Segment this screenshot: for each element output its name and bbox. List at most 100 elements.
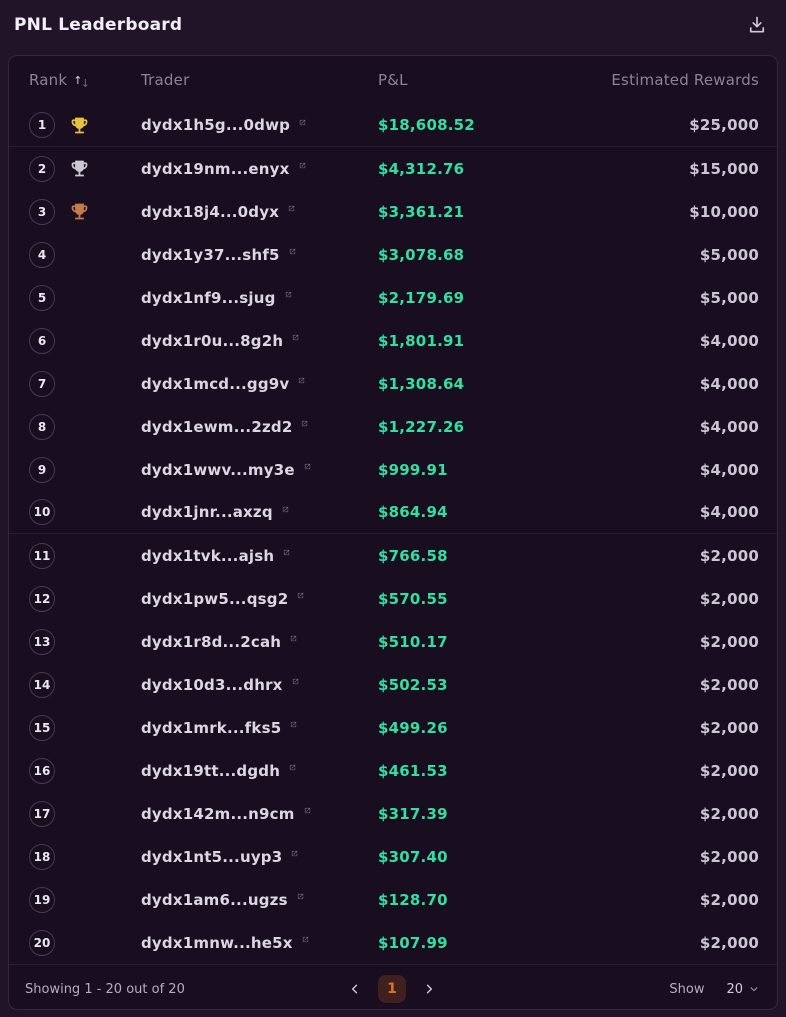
trader-address: dydx1y37...shf5 xyxy=(141,245,280,264)
trader-address: dydx1nf9...sjug xyxy=(141,288,276,307)
external-link-icon[interactable] xyxy=(282,506,295,519)
table-row: 13 dydx1r8d...2cah $510.17 $2,000 xyxy=(9,620,777,663)
rank-cell: 13 xyxy=(29,628,141,655)
reward-value: $25,000 xyxy=(689,116,759,134)
rank-number: 15 xyxy=(33,720,51,735)
table-row: 5 dydx1nf9...sjug $2,179.69 $5,000 xyxy=(9,276,777,319)
external-link-icon[interactable] xyxy=(289,764,302,777)
external-link-icon[interactable] xyxy=(301,420,314,433)
rank-cell: 5 xyxy=(29,284,141,311)
trader-cell[interactable]: dydx10d3...dhrx xyxy=(141,676,378,694)
trader-cell[interactable]: dydx1jnr...axzq xyxy=(141,503,378,521)
pnl-value: $317.39 xyxy=(378,804,448,823)
trader-cell[interactable]: dydx1y37...shf5 xyxy=(141,246,378,264)
external-link-icon[interactable] xyxy=(304,807,317,820)
trader-cell[interactable]: dydx142m...n9cm xyxy=(141,805,378,823)
rank-cell: 4 xyxy=(29,241,141,268)
external-link-icon[interactable] xyxy=(304,463,317,476)
external-link-icon[interactable] xyxy=(289,248,302,261)
trader-cell[interactable]: dydx1am6...ugzs xyxy=(141,891,378,909)
external-link-icon[interactable] xyxy=(288,205,301,218)
trader-cell[interactable]: dydx19tt...dgdh xyxy=(141,762,378,780)
pnl-value: $766.58 xyxy=(378,546,448,565)
rank-cell: 14 xyxy=(29,671,141,698)
pnl-value: $570.55 xyxy=(378,589,448,608)
trader-cell[interactable]: dydx1r8d...2cah xyxy=(141,633,378,651)
pnl-value: $864.94 xyxy=(378,503,448,521)
trader-cell[interactable]: dydx1r0u...8g2h xyxy=(141,332,378,350)
external-link-icon[interactable] xyxy=(297,592,310,605)
external-link-icon[interactable] xyxy=(292,334,305,347)
reward-value: $4,000 xyxy=(699,417,759,436)
trader-cell[interactable]: dydx1h5g...0dwp xyxy=(141,116,378,134)
prev-page-button[interactable] xyxy=(346,980,364,998)
trader-cell[interactable]: dydx18j4...0dyx xyxy=(141,203,378,221)
trader-cell[interactable]: dydx1nt5...uyp3 xyxy=(141,848,378,866)
trader-cell[interactable]: dydx1mcd...gg9v xyxy=(141,375,378,393)
rank-number: 20 xyxy=(33,935,51,950)
reward-value: $15,000 xyxy=(689,159,759,178)
pnl-value: $3,078.68 xyxy=(378,245,465,264)
trader-cell[interactable]: dydx1mrk...fks5 xyxy=(141,719,378,737)
reward-value: $10,000 xyxy=(689,202,759,221)
next-page-button[interactable] xyxy=(420,980,438,998)
column-header-rank[interactable]: Rank ↑ ↓ xyxy=(29,71,141,89)
rank-number: 3 xyxy=(37,204,47,219)
external-link-icon[interactable] xyxy=(285,291,298,304)
external-link-icon[interactable] xyxy=(297,893,310,906)
trader-address: dydx142m...n9cm xyxy=(141,804,295,823)
rank-badge: 2 xyxy=(29,155,55,182)
reward-value: $2,000 xyxy=(699,718,759,737)
rank-badge: 11 xyxy=(29,542,55,569)
trader-cell[interactable]: dydx19nm...enyx xyxy=(141,160,378,178)
download-button[interactable] xyxy=(744,12,770,38)
trader-cell[interactable]: dydx1ewm...2zd2 xyxy=(141,418,378,436)
rank-badge: 17 xyxy=(29,800,55,827)
trader-cell[interactable]: dydx1pw5...qsg2 xyxy=(141,590,378,608)
table-header: Rank ↑ ↓ Trader P&L Estimated Rewards xyxy=(9,56,777,104)
trader-cell[interactable]: dydx1mnw...he5x xyxy=(141,934,378,952)
trader-cell[interactable]: dydx1tvk...ajsh xyxy=(141,547,378,565)
reward-value: $2,000 xyxy=(699,589,759,608)
trader-cell[interactable]: dydx1nf9...sjug xyxy=(141,289,378,307)
rank-cell: 18 xyxy=(29,843,141,870)
rank-badge: 10 xyxy=(29,499,55,525)
trader-address: dydx1r8d...2cah xyxy=(141,632,282,651)
silver-trophy-icon xyxy=(69,158,90,179)
table-row: 4 dydx1y37...shf5 $3,078.68 $5,000 xyxy=(9,233,777,276)
page-size-dropdown[interactable]: 20 xyxy=(726,982,759,997)
rank-cell: 12 xyxy=(29,585,141,612)
pnl-value: $461.53 xyxy=(378,761,448,780)
external-link-icon[interactable] xyxy=(283,549,296,562)
table-row: 10 dydx1jnr...axzq $864.94 $4,000 xyxy=(9,491,777,534)
rank-badge: 19 xyxy=(29,886,55,913)
trader-address: dydx19nm...enyx xyxy=(141,159,290,178)
external-link-icon[interactable] xyxy=(290,635,303,648)
rank-cell: 2 xyxy=(29,155,141,182)
external-link-icon[interactable] xyxy=(291,850,304,863)
column-header-trader: Trader xyxy=(141,71,190,89)
table-row: 3 dydx18j4...0dyx $3,361.21 $10,000 xyxy=(9,190,777,233)
rank-badge: 15 xyxy=(29,714,55,741)
external-link-icon[interactable] xyxy=(299,119,312,132)
trader-cell[interactable]: dydx1wwv...my3e xyxy=(141,461,378,479)
reward-value: $2,000 xyxy=(699,632,759,651)
page-number-button[interactable]: 1 xyxy=(378,975,406,1003)
external-link-icon[interactable] xyxy=(292,678,305,691)
trader-address: dydx1jnr...axzq xyxy=(141,503,273,521)
external-link-icon[interactable] xyxy=(290,721,303,734)
external-link-icon[interactable] xyxy=(302,936,315,949)
page-size-value: 20 xyxy=(726,981,743,997)
table-row: 16 dydx19tt...dgdh $461.53 $2,000 xyxy=(9,749,777,792)
showing-text: Showing 1 - 20 out of 20 xyxy=(25,981,185,997)
rank-number: 6 xyxy=(37,333,47,348)
rank-number: 1 xyxy=(37,118,47,132)
pnl-value: $3,361.21 xyxy=(378,202,465,221)
external-link-icon[interactable] xyxy=(298,377,311,390)
external-link-icon[interactable] xyxy=(299,162,312,175)
reward-value: $2,000 xyxy=(699,933,759,952)
trader-address: dydx18j4...0dyx xyxy=(141,202,280,221)
trader-address: dydx1wwv...my3e xyxy=(141,460,295,479)
rank-badge: 8 xyxy=(29,413,55,440)
